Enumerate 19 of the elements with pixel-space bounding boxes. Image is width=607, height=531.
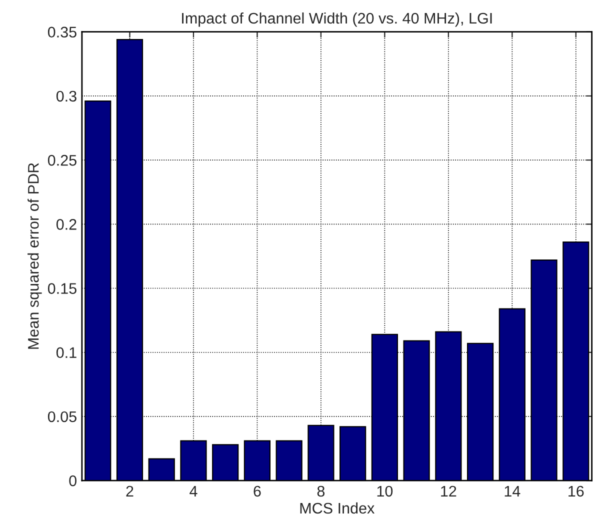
- x-tick-label: 6: [254, 486, 261, 497]
- y-tick-label: 0.35: [48, 26, 76, 38]
- x-tick-label: 16: [568, 486, 584, 497]
- x-tick-label: 8: [317, 486, 325, 497]
- y-tick-label: 0: [69, 475, 76, 486]
- y-tick-label: 0.05: [48, 411, 76, 422]
- x-tick-label: 10: [377, 486, 393, 497]
- x-tick-label: 14: [504, 486, 520, 496]
- x-tick-label: 12: [441, 486, 456, 496]
- x-axis-title: MCS Index: [300, 502, 375, 514]
- y-tick-label: 0.2: [56, 219, 76, 230]
- x-tick-label: 2: [126, 486, 134, 496]
- y-tick-label: 0.25: [48, 154, 76, 166]
- y-tick-label: 0.3: [56, 90, 76, 102]
- y-axis-title: Mean squared error of PDR: [28, 163, 42, 349]
- y-tick-label: 0.1: [56, 347, 76, 358]
- x-tick-label: 4: [190, 486, 198, 496]
- y-tick-label: 0.15: [48, 283, 76, 294]
- chart-title: Impact of Channel Width (20 vs. 40 MHz), LGI: [182, 12, 492, 27]
